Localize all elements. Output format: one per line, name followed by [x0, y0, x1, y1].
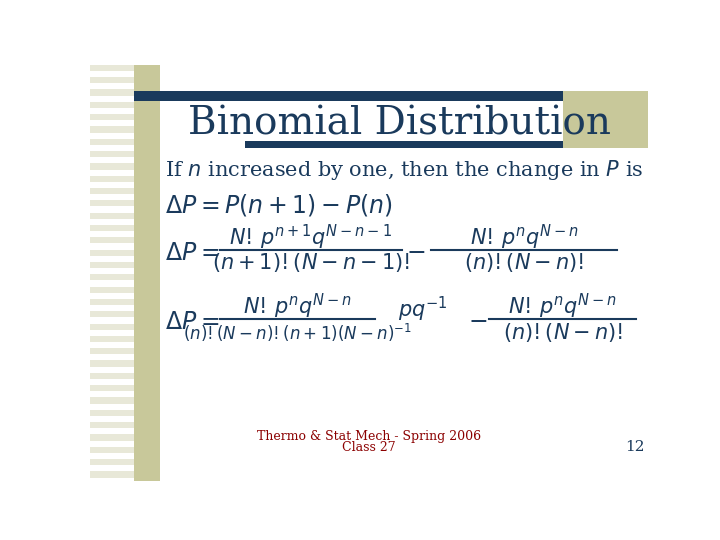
Text: $N!\,p^{n}q^{N-n}$: $N!\,p^{n}q^{N-n}$	[469, 222, 578, 252]
Text: $(n)!(N-n)!$: $(n)!(N-n)!$	[464, 251, 584, 274]
Text: 12: 12	[625, 441, 644, 455]
Bar	[90, 151, 134, 157]
Bar	[90, 114, 134, 120]
Bar	[90, 90, 134, 96]
Bar	[90, 459, 134, 465]
Text: $N!\,p^{n}q^{N-n}$: $N!\,p^{n}q^{N-n}$	[243, 292, 352, 321]
Bar	[90, 323, 134, 330]
Bar	[90, 373, 134, 379]
Bar	[90, 139, 134, 145]
Bar	[90, 385, 134, 392]
Text: Thermo & Stat Mech - Spring 2006: Thermo & Stat Mech - Spring 2006	[257, 430, 481, 443]
Bar	[90, 188, 134, 194]
Bar	[90, 311, 134, 318]
Bar	[90, 249, 134, 256]
Text: $-$: $-$	[468, 309, 487, 332]
Bar	[90, 361, 134, 367]
Bar	[90, 336, 134, 342]
Bar	[90, 471, 134, 477]
Bar	[90, 262, 134, 268]
Text: $\Delta P = P(n+1) - P(n)$: $\Delta P = P(n+1) - P(n)$	[165, 192, 393, 218]
Text: Class 27: Class 27	[342, 441, 396, 454]
Bar	[90, 447, 134, 453]
Bar	[245, 141, 648, 148]
Text: $(n)!(N-n)!(n+1)(N-n)^{-1}$: $(n)!(N-n)!(n+1)(N-n)^{-1}$	[184, 322, 412, 344]
Bar	[90, 164, 134, 170]
Text: If $n$ increased by one, then the change in $P$ is: If $n$ increased by one, then the change…	[165, 158, 644, 183]
Bar	[90, 299, 134, 305]
Bar	[90, 200, 134, 206]
Bar	[90, 176, 134, 182]
Bar	[90, 102, 134, 108]
Bar	[90, 410, 134, 416]
Bar	[90, 77, 134, 83]
Bar	[90, 65, 134, 71]
Text: $N!\,p^{n+1}q^{N-n-1}$: $N!\,p^{n+1}q^{N-n-1}$	[230, 222, 392, 252]
Bar	[134, 91, 570, 101]
Text: $(n)!(N-n)!$: $(n)!(N-n)!$	[503, 321, 623, 345]
Text: $pq^{-1}$: $pq^{-1}$	[398, 295, 448, 324]
Text: $(n+1)!(N-n-1)!$: $(n+1)!(N-n-1)!$	[212, 251, 410, 274]
Bar	[90, 287, 134, 293]
Bar	[90, 484, 134, 490]
Text: $\Delta P = $: $\Delta P = $	[165, 311, 220, 334]
Bar	[90, 213, 134, 219]
Text: $N!\,p^{n}q^{N-n}$: $N!\,p^{n}q^{N-n}$	[508, 292, 617, 321]
Bar	[90, 237, 134, 244]
Text: Binomial Distribution: Binomial Distribution	[189, 106, 611, 143]
Bar	[90, 397, 134, 403]
Bar	[134, 65, 160, 481]
Text: $-$: $-$	[406, 240, 425, 264]
Bar	[563, 91, 648, 148]
Bar	[90, 434, 134, 441]
Bar	[90, 225, 134, 231]
Bar	[90, 422, 134, 428]
Text: $\Delta P = $: $\Delta P = $	[165, 242, 220, 265]
Bar	[90, 274, 134, 280]
Bar	[90, 348, 134, 354]
Bar	[90, 126, 134, 132]
